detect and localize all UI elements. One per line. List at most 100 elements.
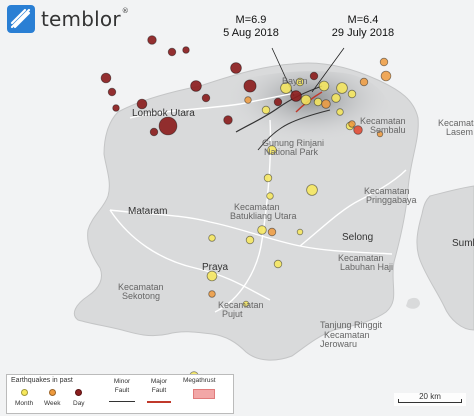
quake-label-m64: M=6.4 29 July 2018 (318, 14, 408, 40)
temblor-logo[interactable]: temblor® (7, 5, 129, 33)
earthquake-marker-month[interactable] (257, 225, 267, 235)
place-label: Gunung Rinjani (262, 138, 325, 148)
place-label: Lasem (446, 127, 474, 137)
earthquake-marker-day[interactable] (147, 35, 157, 45)
earthquake-marker-month[interactable] (313, 97, 323, 107)
earthquake-marker-day[interactable] (112, 104, 120, 112)
earthquake-marker-day[interactable] (100, 72, 112, 84)
place-label: Batukliang Utara (230, 211, 297, 221)
earthquake-marker-month[interactable] (295, 77, 305, 87)
quake-label-m69: M=6.9 5 Aug 2018 (206, 14, 296, 40)
place-label: Sumbawa (452, 238, 474, 249)
place-label: Tanjung Ringgit (320, 320, 383, 330)
place-label: Sembalu (370, 125, 406, 135)
earthquake-marker-day[interactable] (309, 71, 319, 81)
place-label: Labuhan Haji (340, 262, 394, 272)
legend-day-label: Day (73, 400, 85, 407)
place-label: Kecamatan (364, 186, 410, 196)
earthquake-marker-day[interactable] (167, 47, 177, 57)
earthquake-marker-day[interactable] (182, 46, 190, 54)
earthquake-marker-week[interactable] (267, 227, 277, 237)
earthquake-marker-day[interactable] (149, 127, 159, 137)
earthquake-marker-month[interactable] (245, 235, 255, 245)
place-label: Kecamatan (324, 330, 370, 340)
earthquake-layer (100, 35, 392, 381)
earthquake-marker-day[interactable] (190, 80, 202, 92)
place-label: Sekotong (122, 291, 161, 301)
earthquake-marker-week[interactable] (321, 99, 331, 109)
legend-month-label: Month (15, 400, 34, 407)
sumbawa-island (416, 185, 474, 331)
quake-magnitude: M=6.9 (235, 14, 267, 26)
place-label: Selong (342, 232, 374, 243)
place-label: Kecamatan (118, 282, 164, 292)
place-label: Kecamatan (438, 118, 474, 128)
earthquake-marker-week[interactable] (244, 96, 252, 104)
quake-date: 29 July 2018 (331, 27, 395, 39)
earthquake-marker-day[interactable] (158, 116, 178, 136)
earthquake-marker-month[interactable] (267, 145, 277, 155)
earthquake-marker-month[interactable] (336, 82, 348, 94)
map-legend: Earthquakes in past Month Week Day Minor… (6, 374, 234, 414)
legend-title: Earthquakes in past (11, 377, 73, 384)
earthquake-marker-month[interactable] (331, 93, 341, 103)
earthquake-marker-day[interactable] (107, 87, 117, 97)
legend-megathrust-label: Megathrust (183, 377, 216, 384)
earthquake-marker-day[interactable] (230, 62, 242, 74)
legend-day-dot (75, 389, 82, 396)
earthquake-marker-day[interactable] (201, 93, 211, 103)
road-network (109, 91, 407, 313)
earthquake-marker-month[interactable] (336, 108, 344, 116)
legend-minor-fault-label: Minor Fault (113, 378, 131, 394)
earthquake-marker-week[interactable] (376, 130, 384, 138)
earthquake-marker-week[interactable] (348, 120, 356, 128)
temblor-mark-icon (7, 5, 35, 33)
earthquake-marker-month[interactable] (208, 234, 216, 242)
earthquake-marker-month[interactable] (300, 94, 312, 106)
place-label: Lombok Utara (132, 108, 195, 119)
legend-major-fault-line (147, 401, 171, 403)
small-island (406, 297, 420, 309)
place-label: National Park (264, 147, 319, 157)
place-label: Pringgabaya (366, 195, 417, 205)
legend-minor-fault-line (109, 401, 135, 402)
earthquake-marker-month[interactable] (242, 300, 250, 308)
leader-line-m64 (311, 47, 345, 93)
scale-label: 20 km (419, 392, 441, 401)
scale-bar: 20 km (394, 392, 466, 406)
earthquake-marker-day[interactable] (223, 115, 233, 125)
earthquake-marker-month[interactable] (206, 270, 218, 282)
earthquake-marker-month[interactable] (318, 80, 330, 92)
place-label: Kecamatan (218, 300, 264, 310)
earthquake-marker-day[interactable] (243, 79, 257, 93)
earthquake-marker-month[interactable] (306, 184, 318, 196)
place-label: Kecamatan (360, 116, 406, 126)
earthquake-marker-day[interactable] (290, 90, 302, 102)
earthquake-marker-month[interactable] (347, 89, 357, 99)
mountain-relief (200, 71, 391, 170)
quake-date: 5 Aug 2018 (223, 27, 279, 39)
place-label: Kecamatan (338, 253, 384, 263)
earthquake-marker-week[interactable] (208, 290, 216, 298)
earthquake-marker-day[interactable] (136, 98, 148, 110)
earthquake-marker-week[interactable] (359, 77, 369, 87)
earthquake-marker-month[interactable] (280, 82, 292, 94)
earthquake-marker-week[interactable] (379, 57, 389, 67)
earthquake-marker-month[interactable] (261, 105, 271, 115)
place-label: Bayan (282, 76, 308, 86)
earthquake-marker-day[interactable] (273, 97, 283, 107)
earthquake-marker-month[interactable] (296, 228, 304, 236)
earthquake-marker-week[interactable] (380, 70, 392, 82)
earthquake-marker-month[interactable] (266, 192, 274, 200)
place-label: Kecamatan (234, 202, 280, 212)
place-label: Jerowaru (320, 339, 358, 349)
place-label: Praya (202, 262, 229, 273)
earthquake-marker-month[interactable] (273, 259, 283, 269)
place-label: Pujut (222, 309, 243, 319)
legend-week-dot (49, 389, 56, 396)
earthquake-marker-month[interactable] (263, 173, 273, 183)
quake-magnitude: M=6.4 (347, 14, 379, 26)
earthquake-marker-red[interactable] (353, 125, 363, 135)
